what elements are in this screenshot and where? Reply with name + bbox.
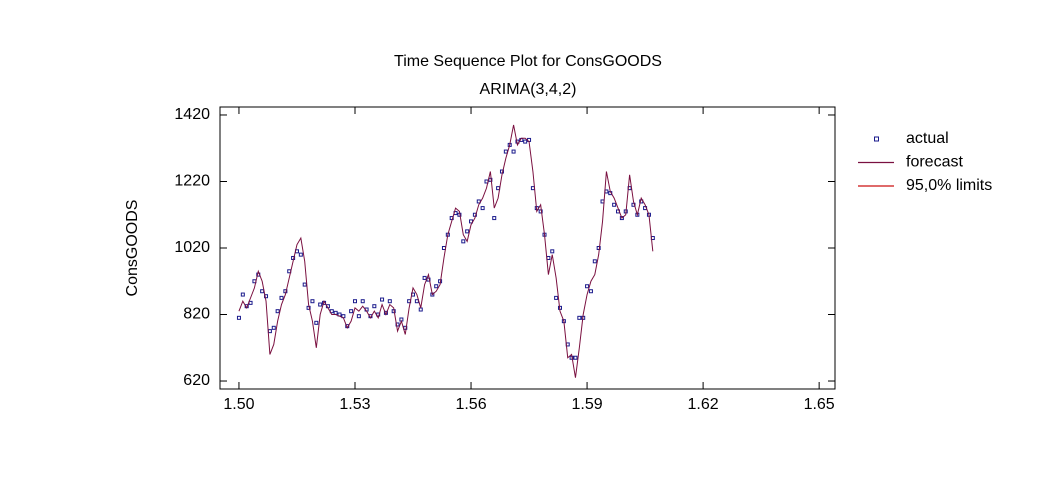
actual-point (267, 329, 272, 334)
actual-point (573, 355, 578, 360)
x-tick-label: 1.50 (223, 396, 254, 413)
x-tick-label: 1.62 (688, 396, 719, 413)
actual-point (472, 212, 477, 217)
plot-frame (219, 106, 836, 390)
actual-point (480, 206, 485, 211)
actual-point (588, 289, 593, 294)
actual-point (349, 309, 354, 314)
actual-point (275, 309, 280, 314)
legend-label: forecast (906, 154, 963, 171)
actual-point (523, 139, 528, 144)
chart-title: Time Sequence Plot for ConsGOODS (394, 53, 662, 70)
actual-point (550, 249, 555, 254)
actual-point (352, 299, 357, 304)
x-tick-label: 1.65 (804, 396, 835, 413)
actual-point (434, 284, 439, 289)
actual-point (271, 325, 276, 330)
actual-point (414, 299, 419, 304)
actual-point (302, 282, 307, 287)
y-tick-label: 820 (183, 306, 210, 323)
legend-marker (874, 136, 879, 142)
actual-point (585, 284, 590, 289)
actual-point (279, 295, 284, 300)
x-tick-label: 1.59 (571, 396, 602, 413)
actual-point (380, 297, 385, 302)
y-axis-label: ConsGOODS (124, 200, 141, 297)
legend-label: actual (906, 130, 949, 147)
actual-point (577, 315, 582, 320)
actual-point (511, 149, 516, 154)
actual-point (356, 314, 361, 319)
actual-point (298, 252, 303, 257)
actual-point (465, 229, 470, 234)
y-tick-label: 620 (183, 372, 210, 389)
x-tick-label: 1.56 (455, 396, 486, 413)
actual-point (360, 299, 365, 304)
actual-point (631, 202, 636, 207)
actual-point (387, 299, 392, 304)
actual-point (592, 259, 597, 264)
actual-point (503, 149, 508, 154)
chart-subtitle: ARIMA(3,4,2) (480, 81, 577, 98)
actual-point (333, 310, 338, 315)
actual-point (422, 275, 427, 280)
actual-point (314, 320, 319, 325)
y-tick-label: 1020 (174, 239, 210, 256)
actual-point (619, 216, 624, 221)
actual-point (240, 292, 245, 297)
actual-point (236, 315, 241, 320)
actual-point (449, 216, 454, 221)
y-tick-label: 1420 (174, 106, 210, 123)
actual-point (310, 299, 315, 304)
x-tick-label: 1.53 (339, 396, 370, 413)
actual-point (418, 307, 423, 312)
actual-point (538, 209, 543, 214)
actual-point (554, 295, 559, 300)
actual-point (260, 289, 265, 294)
series-line (238, 124, 654, 378)
legend-label: 95,0% limits (906, 177, 992, 194)
actual-point (461, 239, 466, 244)
actual-point (596, 246, 601, 250)
actual-point (264, 294, 269, 299)
y-tick-label: 1220 (174, 173, 210, 190)
actual-point (612, 202, 617, 207)
actual-point (372, 304, 377, 309)
actual-point (492, 216, 497, 221)
actual-point (318, 302, 323, 307)
